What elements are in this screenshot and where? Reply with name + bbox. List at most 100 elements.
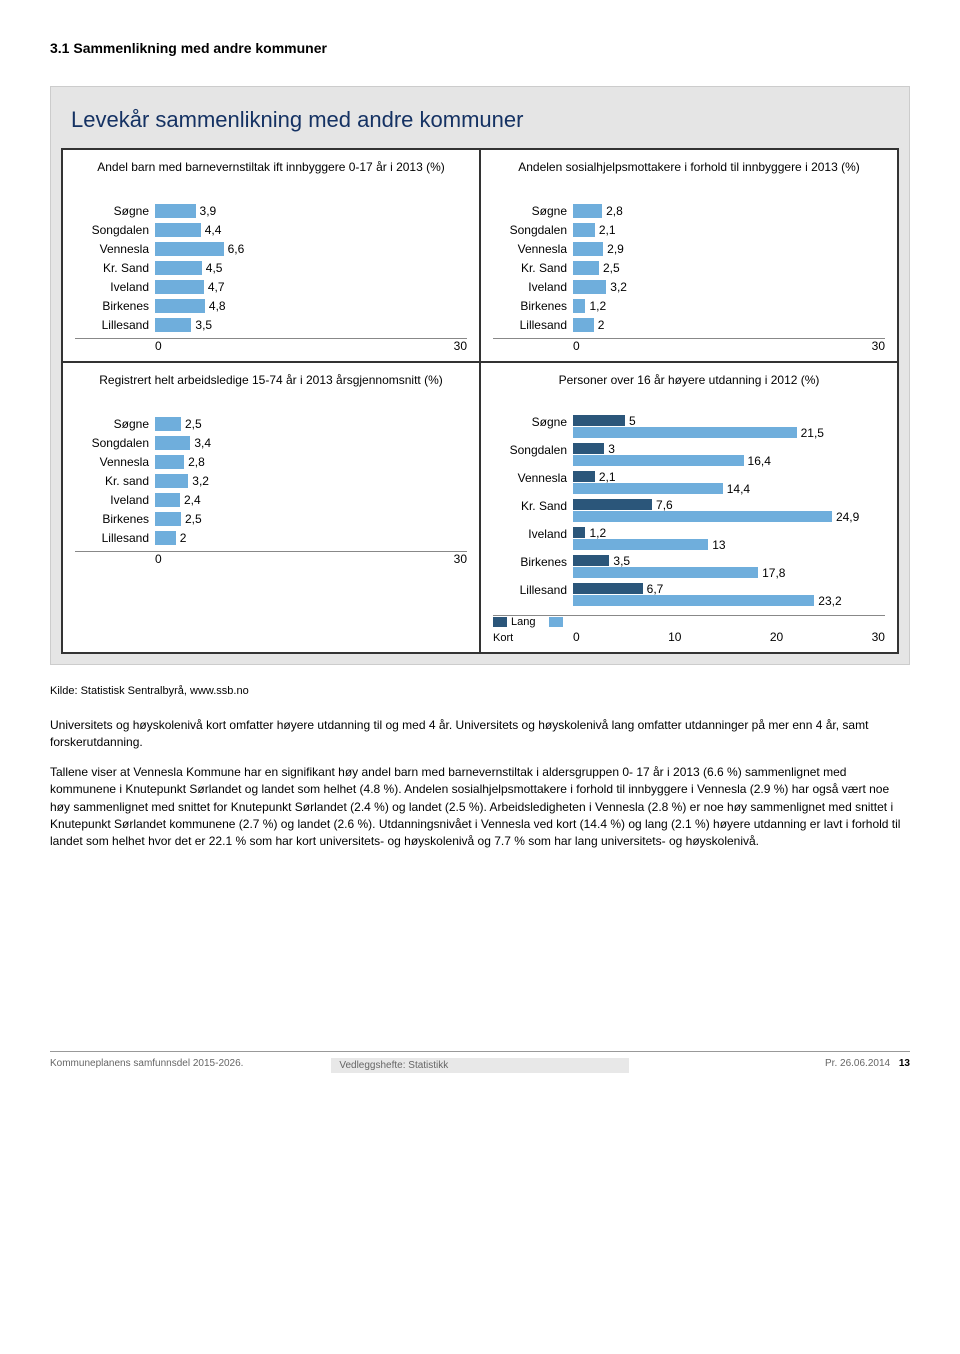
- bar-value: 4,7: [208, 280, 225, 294]
- group-value-2: 24,9: [836, 510, 859, 524]
- bar-fill: [155, 512, 181, 526]
- bar-category: Søgne: [493, 204, 573, 218]
- bar-fill: [155, 436, 190, 450]
- group-value-1: 1,2: [589, 526, 606, 540]
- bar-value: 3,5: [195, 318, 212, 332]
- bar-row: Søgne2,5: [75, 415, 467, 433]
- axis: 030: [75, 338, 467, 353]
- bar-value: 3,9: [200, 204, 217, 218]
- bar-category: Birkenes: [493, 299, 573, 313]
- bar-category: Birkenes: [493, 555, 573, 569]
- bar-row: Iveland2,4: [75, 491, 467, 509]
- bar-track: 2,9: [573, 242, 885, 256]
- bar-category: Søgne: [75, 417, 155, 431]
- axis: 030: [75, 551, 467, 566]
- bar-row: Lillesand2: [493, 316, 885, 334]
- bar-value: 2,9: [607, 242, 624, 256]
- group-value-2: 16,4: [748, 454, 771, 468]
- axis-tick: 20: [770, 630, 783, 644]
- group-bar-1: [573, 499, 652, 510]
- group-row: Kr. Sand7,624,9: [493, 499, 885, 527]
- bar-category: Lillesand: [75, 318, 155, 332]
- bar-track: 4,5: [155, 261, 467, 275]
- group-bar-2: [573, 567, 758, 578]
- bar-category: Iveland: [493, 527, 573, 541]
- legend-swatch: [493, 617, 507, 627]
- bar-category: Vennesla: [75, 242, 155, 256]
- bar-category: Lillesand: [493, 318, 573, 332]
- bar-track: 2: [573, 318, 885, 332]
- group-value-1: 3: [608, 442, 615, 456]
- paragraph: Universitets og høyskolenivå kort omfatt…: [50, 717, 910, 752]
- legend-swatch: [549, 617, 563, 627]
- bar-track: 2,5: [155, 512, 467, 526]
- bar-track: 2,8: [573, 204, 885, 218]
- axis: 030: [493, 338, 885, 353]
- group-bar-1: [573, 443, 604, 454]
- bar-fill: [573, 318, 594, 332]
- chart-2: Søgne2,8Songdalen2,1Vennesla2,9Kr. Sand2…: [493, 202, 885, 353]
- bar-category: Vennesla: [493, 242, 573, 256]
- page: 3.1 Sammenlikning med andre kommuner Lev…: [0, 0, 960, 1093]
- bar-category: Søgne: [493, 415, 573, 429]
- bar-track: 2: [155, 531, 467, 545]
- bar-category: Birkenes: [75, 299, 155, 313]
- group-bar-2: [573, 427, 797, 438]
- bar-value: 3,4: [194, 436, 211, 450]
- bar-fill: [573, 261, 599, 275]
- group-bar-2: [573, 483, 723, 494]
- bar-row: Søgne3,9: [75, 202, 467, 220]
- bar-fill: [155, 493, 180, 507]
- group-value-2: 13: [712, 538, 725, 552]
- group-bar-2: [573, 511, 832, 522]
- panel-1-title: Andel barn med barnevernstiltak ift innb…: [75, 160, 467, 192]
- bar-track: 3,2: [155, 474, 467, 488]
- axis-tick: 30: [872, 339, 885, 353]
- panel-4: Personer over 16 år høyere utdanning i 2…: [480, 362, 898, 653]
- footer-col-3: Pr. 26.06.2014 13: [629, 1058, 910, 1073]
- bar-category: Kr. Sand: [493, 499, 573, 513]
- panel-1: Andel barn med barnevernstiltak ift innb…: [62, 149, 480, 362]
- bar-value: 2,8: [606, 204, 623, 218]
- bar-track: 3,5: [155, 318, 467, 332]
- bar-track: 4,7: [155, 280, 467, 294]
- panel-3: Registrert helt arbeidsledige 15-74 år i…: [62, 362, 480, 653]
- axis-row: LangKort0102030: [493, 615, 885, 644]
- bar-category: Kr. Sand: [75, 261, 155, 275]
- group-row: Lillesand6,723,2: [493, 583, 885, 611]
- bar-row: Kr. sand 3,2: [75, 472, 467, 490]
- bar-row: Lillesand2: [75, 529, 467, 547]
- bar-value: 3,2: [192, 474, 209, 488]
- bar-category: Kr. sand: [75, 474, 155, 488]
- bar-value: 2: [180, 531, 187, 545]
- group-value-2: 17,8: [762, 566, 785, 580]
- bar-value: 2,5: [603, 261, 620, 275]
- group-value-2: 21,5: [801, 426, 824, 440]
- bar-value: 4,5: [206, 261, 223, 275]
- bar-row: Vennesla2,8: [75, 453, 467, 471]
- bar-category: Birkenes: [75, 512, 155, 526]
- charts-container: Levekår sammenlikning med andre kommuner…: [50, 86, 910, 665]
- bar-row: Songdalen2,1: [493, 221, 885, 239]
- footer-col-1: Kommuneplanens samfunnsdel 2015-2026.: [50, 1058, 331, 1073]
- legend: LangKort: [493, 616, 573, 644]
- group-bar-2: [573, 539, 708, 550]
- bar-fill: [155, 299, 205, 313]
- chart-4: Søgne521,5Songdalen316,4Vennesla2,114,4K…: [493, 415, 885, 644]
- group-row: Birkenes3,517,8: [493, 555, 885, 583]
- charts-title: Levekår sammenlikning med andre kommuner: [51, 87, 909, 148]
- group-bar-2: [573, 455, 744, 466]
- panel-2-title: Andelen sosialhjelpsmottakere i forhold …: [493, 160, 885, 192]
- bar-fill: [155, 204, 196, 218]
- group-value-1: 2,1: [599, 470, 616, 484]
- charts-grid: Andel barn med barnevernstiltak ift innb…: [61, 148, 899, 654]
- axis-tick: 30: [872, 630, 885, 644]
- bar-fill: [155, 242, 224, 256]
- bar-row: Kr. Sand 4,5: [75, 259, 467, 277]
- bar-row: Vennesla 2,9: [493, 240, 885, 258]
- group-bar-2: [573, 595, 814, 606]
- bar-fill: [155, 318, 191, 332]
- chart-1: Søgne3,9Songdalen4,4Vennesla6,6Kr. Sand4…: [75, 202, 467, 353]
- bar-track: 3,9: [155, 204, 467, 218]
- group-value-1: 6,7: [647, 582, 664, 596]
